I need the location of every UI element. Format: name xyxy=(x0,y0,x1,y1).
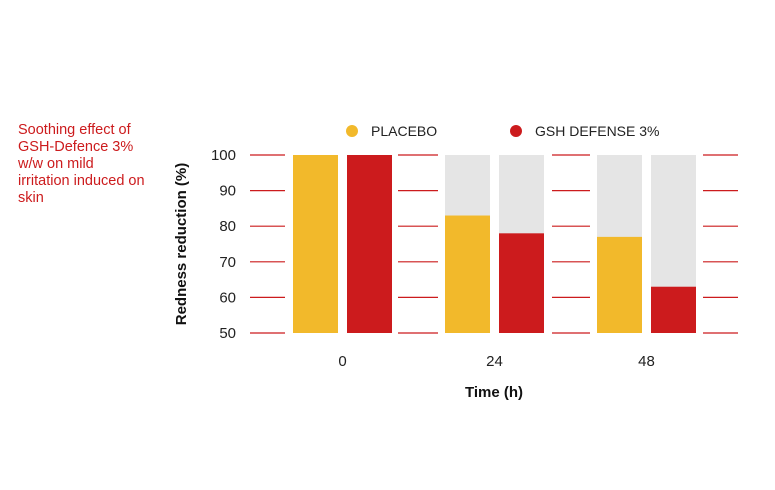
bar-placebo xyxy=(445,215,490,333)
x-axis-title: Time (h) xyxy=(465,384,523,401)
y-tick-label: 60 xyxy=(219,289,236,306)
x-tick-label: 24 xyxy=(486,353,503,370)
y-tick-label: 100 xyxy=(211,147,236,164)
bar-gsh xyxy=(347,155,392,333)
y-tick-label: 80 xyxy=(219,218,236,235)
y-tick-label: 50 xyxy=(219,325,236,342)
legend-label: PLACEBO xyxy=(371,123,437,139)
legend-marker xyxy=(346,125,358,137)
chart-caption: Soothing effect of GSH-Defence 3% w/w on… xyxy=(18,122,145,206)
legend-marker xyxy=(510,125,522,137)
bar-placebo xyxy=(293,155,338,333)
y-tick-label: 90 xyxy=(219,183,236,200)
legend-label: GSH DEFENSE 3% xyxy=(535,123,659,139)
bar-gsh xyxy=(651,286,696,333)
y-tick-label: 70 xyxy=(219,254,236,271)
y-axis-title: Redness reduction (%) xyxy=(173,163,190,326)
x-tick-label: 48 xyxy=(638,353,655,370)
x-tick-label: 0 xyxy=(338,353,346,370)
bar-placebo xyxy=(597,236,642,333)
bar-gsh xyxy=(499,233,544,333)
